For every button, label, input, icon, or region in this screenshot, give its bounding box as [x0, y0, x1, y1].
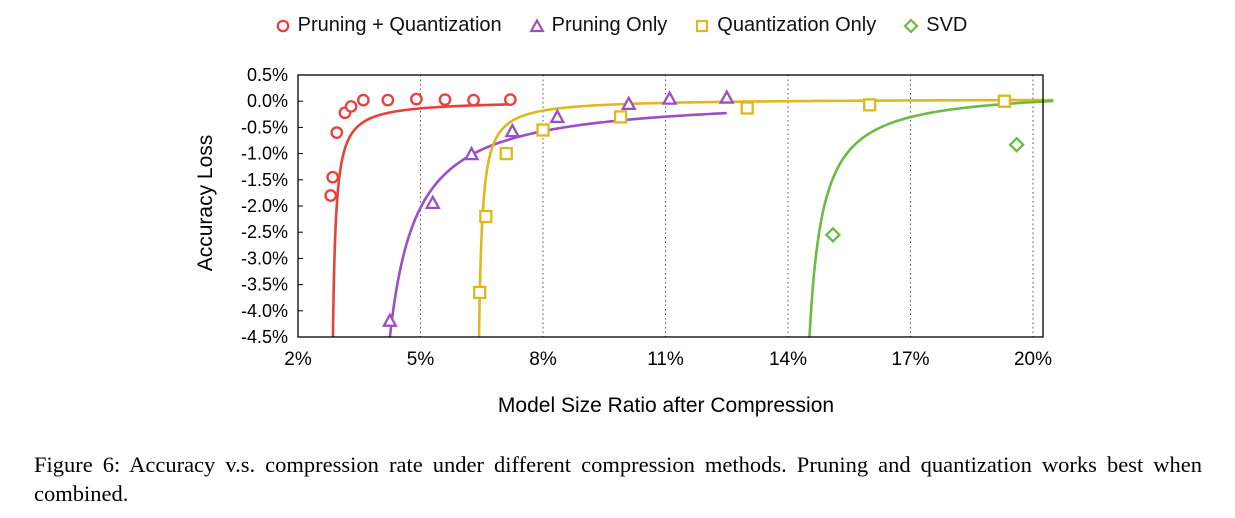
x-tick-label: 14%	[769, 349, 807, 370]
data-point	[410, 92, 423, 106]
data-point	[499, 146, 513, 161]
data-point	[504, 122, 521, 138]
accuracy-vs-compression-chart: 0.5% 0.0% -0.5% -1.0% -1.5% -2.0% -2.5% -3.0% -3…	[194, 65, 1054, 417]
x-axis-ticks: 2% 5% 8% 11% 14% 17% 20%	[284, 349, 1052, 370]
legend-label: SVD	[926, 14, 968, 36]
legend-marker-circle	[276, 19, 289, 32]
legend-item-pruning-quantization: Pruning + Quantization	[268, 14, 502, 37]
y-tick-label: -4.5%	[241, 327, 288, 347]
y-axis-ticks: 0.5% 0.0% -0.5% -1.0% -1.5% -2.0% -2.5% -3.0% -3…	[241, 65, 303, 347]
data-point	[536, 123, 550, 137]
x-axis-label: Model Size Ratio after Compression	[498, 394, 834, 417]
data-point	[997, 94, 1012, 108]
data-point	[344, 100, 358, 113]
legend-item-quantization-only: Quantization Only	[687, 14, 876, 37]
x-tick-label: 8%	[529, 349, 557, 370]
series-line	[808, 99, 1054, 338]
data-point	[549, 108, 566, 124]
y-tick-label: 0.5%	[247, 65, 288, 85]
series-line	[477, 98, 1054, 338]
legend-marker-square	[696, 19, 709, 32]
data-point	[326, 170, 340, 184]
y-tick-label: -4.0%	[241, 301, 288, 321]
series-line	[331, 103, 511, 338]
x-tick-label: 17%	[891, 349, 929, 370]
x-tick-label: 2%	[284, 349, 312, 370]
data-point	[479, 209, 493, 224]
x-tick-label: 5%	[407, 349, 435, 370]
legend-label: Quantization Only	[717, 14, 877, 36]
data-point	[620, 95, 637, 110]
data-point	[824, 226, 842, 243]
series-line	[388, 111, 727, 338]
legend-item-svd: SVD	[896, 14, 967, 37]
data-point	[438, 93, 452, 106]
data-point	[863, 98, 877, 112]
legend-item-pruning-only: Pruning Only	[522, 14, 668, 37]
x-tick-label: 11%	[647, 349, 684, 370]
data-point	[467, 93, 480, 107]
y-tick-label: -1.0%	[241, 144, 288, 164]
plot-frame	[297, 74, 1044, 338]
data-point	[503, 93, 517, 106]
y-tick-label: -3.0%	[241, 248, 288, 268]
y-tick-label: -2.5%	[241, 222, 288, 242]
data-point	[324, 189, 338, 202]
data-point	[473, 285, 487, 300]
series-curves	[331, 98, 1054, 338]
figure-caption: Figure 6: Accuracy v.s. compression rate…	[34, 452, 1202, 506]
data-point	[463, 145, 480, 161]
y-tick-label: -1.5%	[241, 170, 288, 190]
y-axis-label: Accuracy Loss	[194, 135, 217, 272]
data-point	[1008, 136, 1025, 153]
y-tick-label: -0.5%	[241, 117, 288, 137]
data-point	[740, 101, 754, 115]
y-tick-label: -2.0%	[241, 196, 288, 216]
y-tick-label: -3.5%	[241, 275, 288, 295]
x-tick-label: 20%	[1014, 349, 1052, 370]
data-point	[381, 93, 395, 107]
y-tick-label: 0.0%	[247, 91, 288, 111]
data-point	[381, 312, 398, 327]
data-point	[718, 89, 735, 104]
data-point	[424, 194, 441, 210]
series-markers	[324, 89, 1025, 327]
data-point	[356, 93, 370, 107]
legend-marker-diamond	[903, 17, 919, 34]
data-point	[613, 110, 628, 124]
data-point	[661, 90, 678, 105]
legend-label: Pruning + Quantization	[297, 14, 502, 36]
chart-legend: Pruning + Quantization Pruning Only Quan…	[0, 14, 1235, 37]
legend-label: Pruning Only	[551, 14, 668, 36]
legend-marker-triangle	[528, 17, 545, 32]
data-point	[330, 126, 344, 139]
